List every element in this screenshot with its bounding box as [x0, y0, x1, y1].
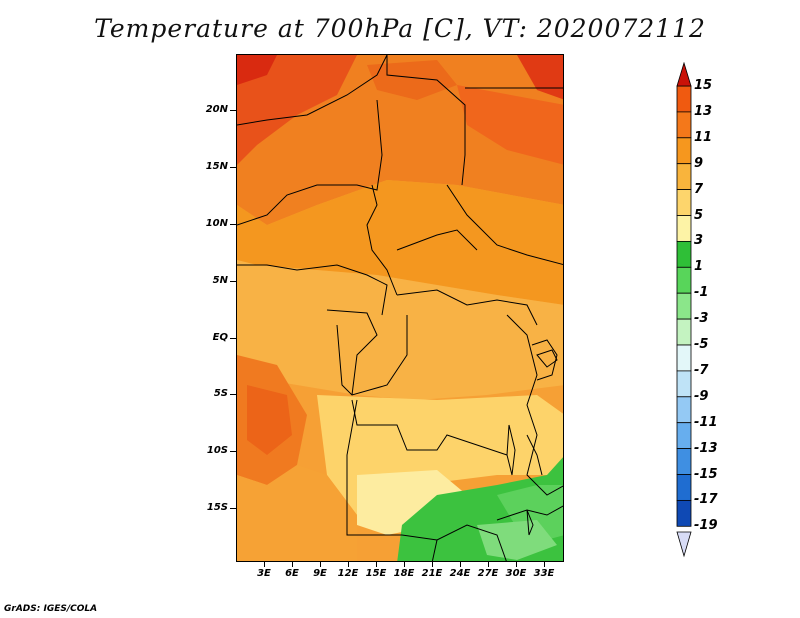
colorbar-box: [676, 422, 692, 450]
colorbar-box: [676, 266, 692, 294]
lon-label: 30E: [505, 568, 527, 579]
colorbar-label: 3: [694, 233, 704, 249]
lat-tick: [230, 508, 236, 509]
lon-label: 3E: [257, 568, 271, 579]
lat-label: 20N: [205, 104, 228, 115]
lat-tick: [230, 224, 236, 225]
lon-tick: [460, 562, 461, 567]
colorbar-box: [676, 292, 692, 320]
colorbar-box: [676, 215, 692, 242]
colorbar-label: -17: [694, 492, 718, 508]
colorbar-label: -3: [694, 311, 709, 327]
lon-tick: [404, 562, 405, 567]
colorbar-box: [676, 137, 692, 165]
colorbar-box: [676, 474, 692, 501]
lat-tick: [230, 281, 236, 282]
colorbar-label: -15: [694, 466, 718, 482]
colorbar-box: [676, 163, 692, 190]
lon-tick: [348, 562, 349, 567]
colorbar-box: [676, 318, 692, 346]
lat-label: 10N: [205, 218, 228, 229]
colorbar-label: 5: [694, 207, 704, 223]
colorbar-box: [676, 189, 692, 216]
colorbar-label: -1: [694, 285, 709, 301]
temperature-field: [237, 55, 563, 561]
lon-tick: [264, 562, 265, 567]
lat-label: 15S: [206, 502, 228, 513]
lat-label: 5S: [213, 388, 228, 399]
lon-label: 33E: [533, 568, 555, 579]
lon-label: 21E: [421, 568, 443, 579]
lon-tick: [376, 562, 377, 567]
lon-tick: [432, 562, 433, 567]
lon-label: 18E: [393, 568, 415, 579]
colorbar-label: 9: [694, 155, 704, 171]
lat-tick: [230, 394, 236, 395]
lon-tick: [292, 562, 293, 567]
lon-tick: [516, 562, 517, 567]
lon-tick: [488, 562, 489, 567]
colorbar-label: 15: [694, 78, 713, 93]
colorbar-label: 13: [694, 103, 713, 119]
colorbar-top-arrow: [676, 62, 692, 87]
colorbar-box: [676, 448, 692, 475]
colorbar-label: -11: [694, 414, 718, 430]
colorbar-bottom-arrow: [676, 531, 692, 558]
colorbar-box: [676, 111, 692, 139]
colorbar-label: -9: [694, 388, 709, 404]
lon-tick: [544, 562, 545, 567]
chart-title: Temperature at 700hPa [C], VT: 202007211…: [94, 14, 706, 43]
lat-label: 5N: [212, 275, 228, 286]
credit-text: GrADS: IGES/COLA: [4, 604, 98, 614]
lon-label: 9E: [313, 568, 327, 579]
colorbar-label: -5: [694, 337, 709, 352]
colorbar-box: [676, 499, 692, 527]
colorbar-label: -19: [694, 518, 718, 534]
lat-label: 10S: [206, 445, 228, 456]
lat-tick: [230, 451, 236, 452]
lon-label: 15E: [365, 568, 387, 579]
colorbar: [676, 62, 692, 558]
lat-label: EQ: [212, 332, 228, 343]
lat-tick: [230, 167, 236, 168]
lon-label: 6E: [285, 568, 299, 579]
lon-label: 24E: [449, 568, 471, 579]
colorbar-box: [676, 370, 692, 398]
colorbar-label: -13: [694, 440, 718, 456]
colorbar-box: [676, 396, 692, 424]
colorbar-boxes: [676, 85, 692, 527]
colorbar-label: -7: [694, 362, 709, 378]
lat-tick: [230, 338, 236, 339]
colorbar-label: 7: [694, 181, 704, 197]
lat-tick: [230, 110, 236, 111]
map-panel: [236, 54, 564, 562]
lat-label: 15N: [205, 161, 228, 172]
lon-label: 12E: [337, 568, 359, 579]
colorbar-label: 1: [694, 259, 704, 275]
lon-tick: [320, 562, 321, 567]
colorbar-label: 11: [694, 129, 713, 145]
colorbar-box: [676, 85, 692, 113]
colorbar-box: [676, 240, 692, 268]
lon-label: 27E: [477, 568, 499, 579]
colorbar-box: [676, 344, 692, 372]
